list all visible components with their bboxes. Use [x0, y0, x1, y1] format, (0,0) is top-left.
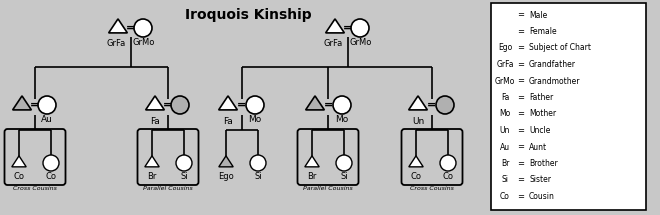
Text: GrMo: GrMo: [133, 38, 155, 47]
Text: Co: Co: [13, 172, 24, 181]
Text: =: =: [163, 100, 172, 110]
Polygon shape: [219, 156, 233, 167]
Text: Parallel Cousins: Parallel Cousins: [303, 186, 353, 191]
Text: Au: Au: [41, 115, 53, 124]
FancyBboxPatch shape: [491, 3, 646, 210]
Text: Female: Female: [529, 27, 556, 36]
Text: =: =: [517, 159, 525, 168]
Text: Fa: Fa: [501, 93, 509, 102]
Text: =: =: [343, 23, 352, 33]
Text: =: =: [126, 23, 135, 33]
Text: Br: Br: [147, 172, 156, 181]
Text: Si: Si: [340, 172, 348, 181]
Text: GrMo: GrMo: [350, 38, 372, 47]
Text: Father: Father: [529, 93, 553, 102]
Text: Co: Co: [411, 172, 422, 181]
Text: Mo: Mo: [335, 115, 348, 124]
Polygon shape: [306, 96, 324, 110]
Circle shape: [333, 96, 351, 114]
Text: Cousin: Cousin: [529, 192, 555, 201]
Text: =: =: [237, 100, 246, 110]
Circle shape: [336, 155, 352, 171]
Polygon shape: [13, 96, 32, 110]
Text: Un: Un: [500, 126, 510, 135]
Circle shape: [250, 155, 266, 171]
Polygon shape: [305, 156, 319, 167]
Text: GrFa: GrFa: [106, 39, 125, 48]
Text: Mo: Mo: [500, 109, 511, 118]
Text: Br: Br: [501, 159, 509, 168]
Circle shape: [246, 96, 264, 114]
Text: Male: Male: [529, 11, 547, 20]
Text: =: =: [517, 175, 525, 184]
Text: GrMo: GrMo: [495, 77, 515, 86]
Polygon shape: [146, 96, 164, 110]
Circle shape: [134, 19, 152, 37]
Text: =: =: [517, 143, 525, 152]
Circle shape: [43, 155, 59, 171]
Text: Grandmother: Grandmother: [529, 77, 581, 86]
Text: Grandfather: Grandfather: [529, 60, 576, 69]
Circle shape: [500, 26, 510, 37]
Text: Au: Au: [500, 143, 510, 152]
Polygon shape: [409, 96, 428, 110]
Text: =: =: [517, 60, 525, 69]
Text: Co: Co: [500, 192, 510, 201]
Circle shape: [351, 19, 369, 37]
Text: =: =: [517, 43, 525, 52]
Text: =: =: [517, 77, 525, 86]
Text: Co: Co: [46, 172, 57, 181]
Text: Uncle: Uncle: [529, 126, 550, 135]
Text: =: =: [30, 100, 39, 110]
Text: Cross Cousins: Cross Cousins: [410, 186, 454, 191]
Text: =: =: [427, 100, 436, 110]
Polygon shape: [109, 19, 127, 33]
Polygon shape: [12, 156, 26, 167]
Circle shape: [440, 155, 456, 171]
Text: Aunt: Aunt: [529, 143, 547, 152]
Circle shape: [176, 155, 192, 171]
Circle shape: [171, 96, 189, 114]
Text: Un: Un: [412, 117, 424, 126]
Text: Parallel Cousins: Parallel Cousins: [143, 186, 193, 191]
Polygon shape: [325, 19, 345, 33]
Text: =: =: [517, 109, 525, 118]
Text: =: =: [517, 192, 525, 201]
Text: GrFa: GrFa: [496, 60, 513, 69]
Text: Mother: Mother: [529, 109, 556, 118]
Polygon shape: [409, 156, 423, 167]
Polygon shape: [145, 156, 159, 167]
Text: Fa: Fa: [223, 117, 233, 126]
Text: Sister: Sister: [529, 175, 551, 184]
Polygon shape: [218, 96, 238, 110]
Text: Fa: Fa: [150, 117, 160, 126]
Text: Si: Si: [254, 172, 262, 181]
Text: Ego: Ego: [218, 172, 234, 181]
Text: Cross Cousins: Cross Cousins: [13, 186, 57, 191]
Text: Brother: Brother: [529, 159, 558, 168]
Text: Br: Br: [308, 172, 317, 181]
Text: =: =: [517, 126, 525, 135]
Text: Mo: Mo: [248, 115, 261, 124]
Text: =: =: [517, 93, 525, 102]
Text: Ego: Ego: [498, 43, 512, 52]
Text: Si: Si: [180, 172, 188, 181]
Text: =: =: [324, 100, 333, 110]
Text: Co: Co: [442, 172, 453, 181]
Text: =: =: [517, 27, 525, 36]
Circle shape: [38, 96, 56, 114]
Text: =: =: [517, 11, 525, 20]
Text: Si: Si: [502, 175, 508, 184]
Text: GrFa: GrFa: [323, 39, 343, 48]
Polygon shape: [500, 10, 510, 18]
Circle shape: [436, 96, 454, 114]
Text: Subject of Chart: Subject of Chart: [529, 43, 591, 52]
Text: Iroquois Kinship: Iroquois Kinship: [185, 8, 312, 22]
